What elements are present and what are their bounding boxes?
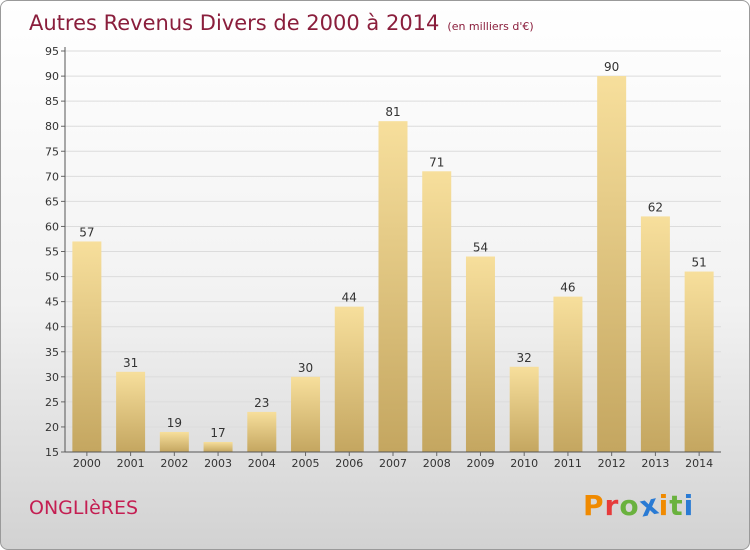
x-tick-label-2002: 2002: [160, 457, 188, 470]
y-tick-label: 55: [45, 246, 59, 259]
y-tick-label: 45: [45, 296, 59, 309]
bar-2009: [465, 256, 495, 452]
data-label-2011: 46: [560, 281, 575, 295]
place-name: ONGLIèRES: [29, 497, 139, 519]
x-tick-label-2006: 2006: [335, 457, 363, 470]
x-tick-label-2009: 2009: [466, 457, 494, 470]
bar-2007: [378, 121, 408, 453]
data-label-2014: 51: [691, 256, 706, 270]
proxiti-logo[interactable]: Proxiti: [583, 487, 695, 523]
x-tick-label-2003: 2003: [204, 457, 232, 470]
data-label-2012: 90: [604, 60, 619, 74]
data-label-2009: 54: [473, 241, 488, 255]
x-tick-label-2001: 2001: [117, 457, 145, 470]
bar-2003: [203, 441, 233, 452]
y-tick-labels: 15 20 25 30 35 40 45 50 55 60 65 70 75 80 85 90 95: [45, 45, 59, 459]
data-label-2002: 19: [167, 416, 182, 430]
data-label-2010: 32: [517, 351, 532, 365]
bar-2008: [422, 171, 452, 453]
x-tick-label-2007: 2007: [379, 457, 407, 470]
bars: [72, 76, 714, 453]
y-tick-label: 80: [45, 120, 59, 133]
data-label-2000: 57: [79, 225, 94, 239]
chart-subtitle: (en milliers d'€): [447, 20, 534, 33]
x-tick-label-2008: 2008: [423, 457, 451, 470]
x-tick-label-2013: 2013: [641, 457, 669, 470]
y-tick-label: 90: [45, 70, 59, 83]
y-tick-label: 65: [45, 195, 59, 208]
y-tick-label: 70: [45, 170, 59, 183]
data-label-2003: 17: [210, 426, 225, 440]
x-tick-label-2012: 2012: [598, 457, 626, 470]
data-label-2008: 71: [429, 155, 444, 169]
bar-2006: [334, 306, 364, 452]
y-tick-label: 30: [45, 371, 59, 384]
y-tick-label: 50: [45, 271, 59, 284]
bar-2014: [684, 271, 714, 452]
logo-letter: t: [669, 489, 684, 522]
logo-letter: i: [683, 489, 695, 522]
x-tick-label-2014: 2014: [685, 457, 713, 470]
data-label-2005: 30: [298, 361, 313, 375]
y-tick-label: 75: [45, 145, 59, 158]
y-tick-label: 35: [45, 346, 59, 359]
bar-2001: [116, 371, 146, 452]
y-tick-label: 25: [45, 396, 59, 409]
y-tick-label: 20: [45, 421, 59, 434]
bar-2012: [597, 76, 627, 452]
bar-2010: [509, 366, 539, 452]
logo-letter: r: [604, 489, 620, 522]
data-label-2004: 23: [254, 396, 269, 410]
x-tick-label-2005: 2005: [292, 457, 320, 470]
data-label-2006: 44: [342, 291, 357, 305]
x-tick-label-2004: 2004: [248, 457, 276, 470]
bar-2004: [247, 411, 277, 452]
chart-title: Autres Revenus Divers de 2000 à 2014 (en …: [29, 11, 534, 35]
y-tick-label: 15: [45, 446, 59, 459]
bar-2013: [640, 216, 670, 452]
logo-letter: o: [619, 489, 640, 522]
x-tick-label-2011: 2011: [554, 457, 582, 470]
chart-title-text: Autres Revenus Divers de 2000 à 2014: [29, 11, 440, 35]
logo-letter: P: [583, 489, 605, 522]
y-tick-label: 85: [45, 95, 59, 108]
x-tick-label-2000: 2000: [73, 457, 101, 470]
data-labels: 57 31 19 17 23 30 44 81 71 54 32 46 90 62 51: [79, 60, 707, 440]
bar-2000: [72, 241, 102, 452]
y-tick-label: 95: [45, 45, 59, 58]
data-label-2001: 31: [123, 356, 138, 370]
y-tick-label: 60: [45, 220, 59, 233]
x-tick-label-2010: 2010: [510, 457, 538, 470]
data-label-2013: 62: [648, 200, 663, 214]
bar-2002: [159, 431, 189, 452]
bar-2005: [291, 376, 321, 452]
data-label-2007: 81: [385, 105, 400, 119]
y-tick-label: 40: [45, 321, 59, 334]
logo-letter: i: [658, 489, 670, 522]
bar-2011: [553, 296, 583, 452]
x-tick-labels: 2000 2001 2002 2003 2004 2005 2006 2007 2008 2009…: [73, 452, 713, 470]
